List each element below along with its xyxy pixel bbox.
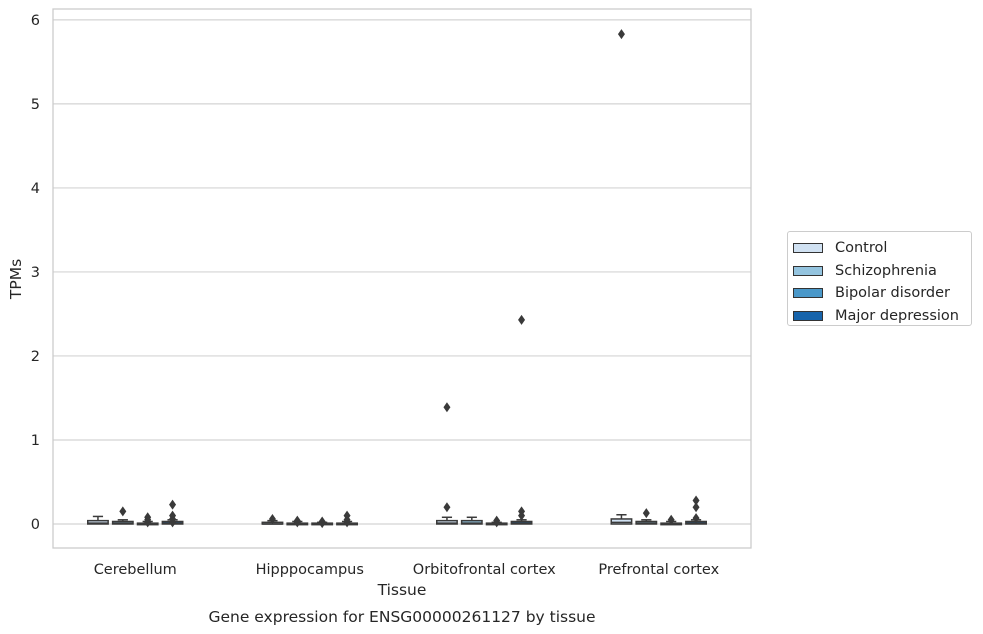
outlier-point (518, 314, 526, 325)
outlier-point (443, 402, 451, 413)
legend-swatch-major-depression (793, 310, 823, 321)
y-tick-label: 1 (31, 433, 40, 449)
outlier-point (318, 518, 326, 529)
outlier-point (343, 517, 351, 528)
x-tick-label: Cerebellum (94, 562, 177, 578)
outlier-point (493, 517, 501, 528)
legend-swatch-bipolar-disorder (793, 288, 823, 299)
box-control-orbitofrontal-cortex (436, 519, 458, 525)
legend-item: Bipolar disorder (793, 282, 971, 305)
legend-item: Schizophrenia (793, 260, 971, 283)
outlier-point (692, 495, 700, 506)
grid-lines (53, 19, 751, 525)
outlier-point (293, 517, 301, 528)
x-axis-label: Tissue (377, 581, 427, 599)
legend-label-schizophrenia: Schizophrenia (835, 262, 937, 279)
legend: Control Schizophrenia Bipolar disorder M… (787, 231, 972, 326)
outlier-point (169, 499, 177, 510)
box-control-cerebellum (87, 519, 109, 525)
legend-label-control: Control (835, 240, 888, 257)
outlier-point (169, 517, 177, 528)
x-tick-label: Hipppocampus (256, 562, 364, 578)
legend-label-bipolar-disorder: Bipolar disorder (835, 285, 950, 302)
outlier-point (642, 508, 650, 519)
y-tick-labels: 0 1 2 3 4 5 6 (31, 13, 40, 533)
legend-label-major-depression: Major depression (835, 307, 959, 324)
x-tick-label: Orbitofrontal cortex (413, 562, 556, 578)
outlier-point (119, 506, 127, 517)
x-tick-label: Prefrontal cortex (598, 562, 719, 578)
outlier-point (144, 517, 152, 528)
outlier-point (268, 513, 276, 524)
legend-item: Major depression (793, 305, 971, 328)
outlier-point (667, 514, 675, 525)
outlier-point (617, 29, 625, 40)
outlier-point (692, 513, 700, 524)
y-tick-label: 6 (31, 13, 40, 29)
plot-area-frame (52, 8, 752, 549)
box-schizophrenia-orbitofrontal-cortex (460, 519, 483, 525)
legend-swatch-schizophrenia (793, 265, 823, 276)
outlier-point (518, 510, 526, 521)
outlier-point (692, 502, 700, 513)
y-axis-label: TPMs (7, 259, 25, 300)
chart-title: Gene expression for ENSG00000261127 by t… (208, 608, 595, 626)
y-tick-label: 0 (31, 517, 40, 533)
y-tick-label: 3 (31, 265, 40, 281)
y-tick-label: 5 (31, 97, 40, 113)
x-tick-labels: Cerebellum Hipppocampus Orbitofrontal cort… (94, 562, 720, 578)
y-tick-label: 2 (31, 349, 40, 365)
box-control-prefrontal-cortex (610, 518, 633, 525)
outlier-point (443, 502, 451, 513)
legend-item: Control (793, 237, 971, 260)
legend-swatch-control (793, 243, 823, 254)
y-tick-label: 4 (31, 181, 40, 197)
box-plot-marks (87, 29, 707, 529)
